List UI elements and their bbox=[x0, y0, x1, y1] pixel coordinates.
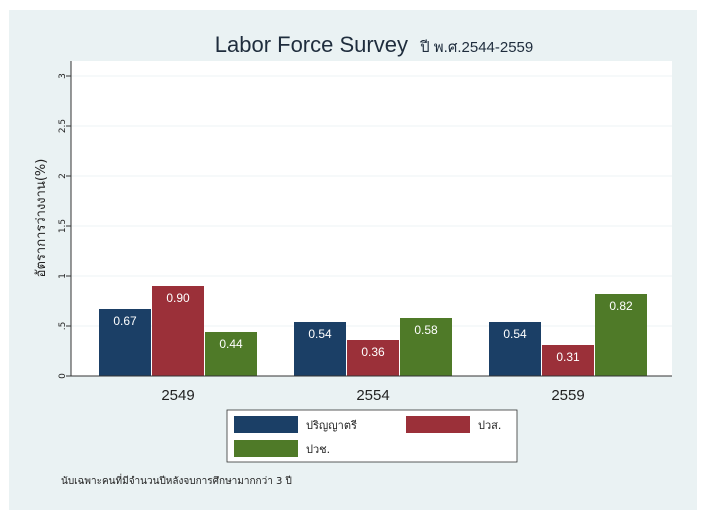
bar bbox=[294, 322, 346, 376]
x-tick-label: 2554 bbox=[356, 387, 389, 404]
bar bbox=[595, 294, 647, 376]
y-tick-label: 1.5 bbox=[58, 219, 68, 233]
bar bbox=[99, 309, 151, 376]
y-tick-label: 2.5 bbox=[58, 119, 68, 133]
legend-swatch bbox=[234, 440, 298, 457]
chart-title-main: Labor Force Survey bbox=[215, 32, 408, 57]
data-label: 0.36 bbox=[361, 345, 385, 359]
data-label: 0.82 bbox=[609, 299, 633, 313]
chart-note: นับเฉพาะคนที่มีจำนวนปีหลังจบการศึกษามากก… bbox=[61, 473, 292, 487]
y-tick-label: 2 bbox=[58, 173, 68, 179]
bar bbox=[347, 340, 399, 376]
data-label: 0.54 bbox=[503, 327, 527, 341]
legend-label: ปวช. bbox=[306, 443, 330, 456]
legend: ปริญญาตรี ปวส. ปวช. bbox=[226, 409, 518, 463]
x-tick-label: 2549 bbox=[161, 387, 194, 404]
bars bbox=[99, 286, 647, 376]
data-labels: 0.67 0.90 0.44 0.54 0.36 0.58 0.54 0.31 0.82 bbox=[113, 291, 633, 364]
bar bbox=[205, 332, 257, 376]
legend-label: ปริญญาตรี bbox=[306, 419, 357, 432]
data-label: 0.54 bbox=[308, 327, 332, 341]
chart-title-subtitle: ปี พ.ศ.2544-2559 bbox=[419, 39, 533, 56]
bar bbox=[400, 318, 452, 376]
y-tick-label: 3 bbox=[58, 73, 68, 79]
bar bbox=[542, 345, 594, 376]
y-axis: 0 .5 1 1.5 2 2.5 3 bbox=[58, 61, 72, 379]
chart-title: Labor Force Survey ปี พ.ศ.2544-2559 bbox=[215, 32, 534, 57]
bar bbox=[489, 322, 541, 376]
data-label: 0.90 bbox=[166, 291, 190, 305]
legend-label: ปวส. bbox=[478, 419, 501, 432]
data-label: 0.58 bbox=[414, 323, 438, 337]
data-label: 0.31 bbox=[556, 350, 580, 364]
legend-swatch bbox=[406, 416, 470, 433]
x-axis: 2549 2554 2559 bbox=[71, 375, 672, 404]
data-label: 0.44 bbox=[219, 337, 243, 351]
x-tick-label: 2559 bbox=[551, 387, 584, 404]
data-label: 0.67 bbox=[113, 314, 137, 328]
y-axis-label: อัตราการว่างงาน(%) bbox=[34, 159, 49, 278]
y-tick-label: 0 bbox=[58, 373, 68, 379]
y-tick-label: .5 bbox=[58, 322, 68, 331]
bar bbox=[152, 286, 204, 376]
legend-items: ปริญญาตรี ปวส. ปวช. bbox=[234, 416, 501, 457]
y-tick-label: 1 bbox=[58, 273, 68, 279]
legend-swatch bbox=[234, 416, 298, 433]
